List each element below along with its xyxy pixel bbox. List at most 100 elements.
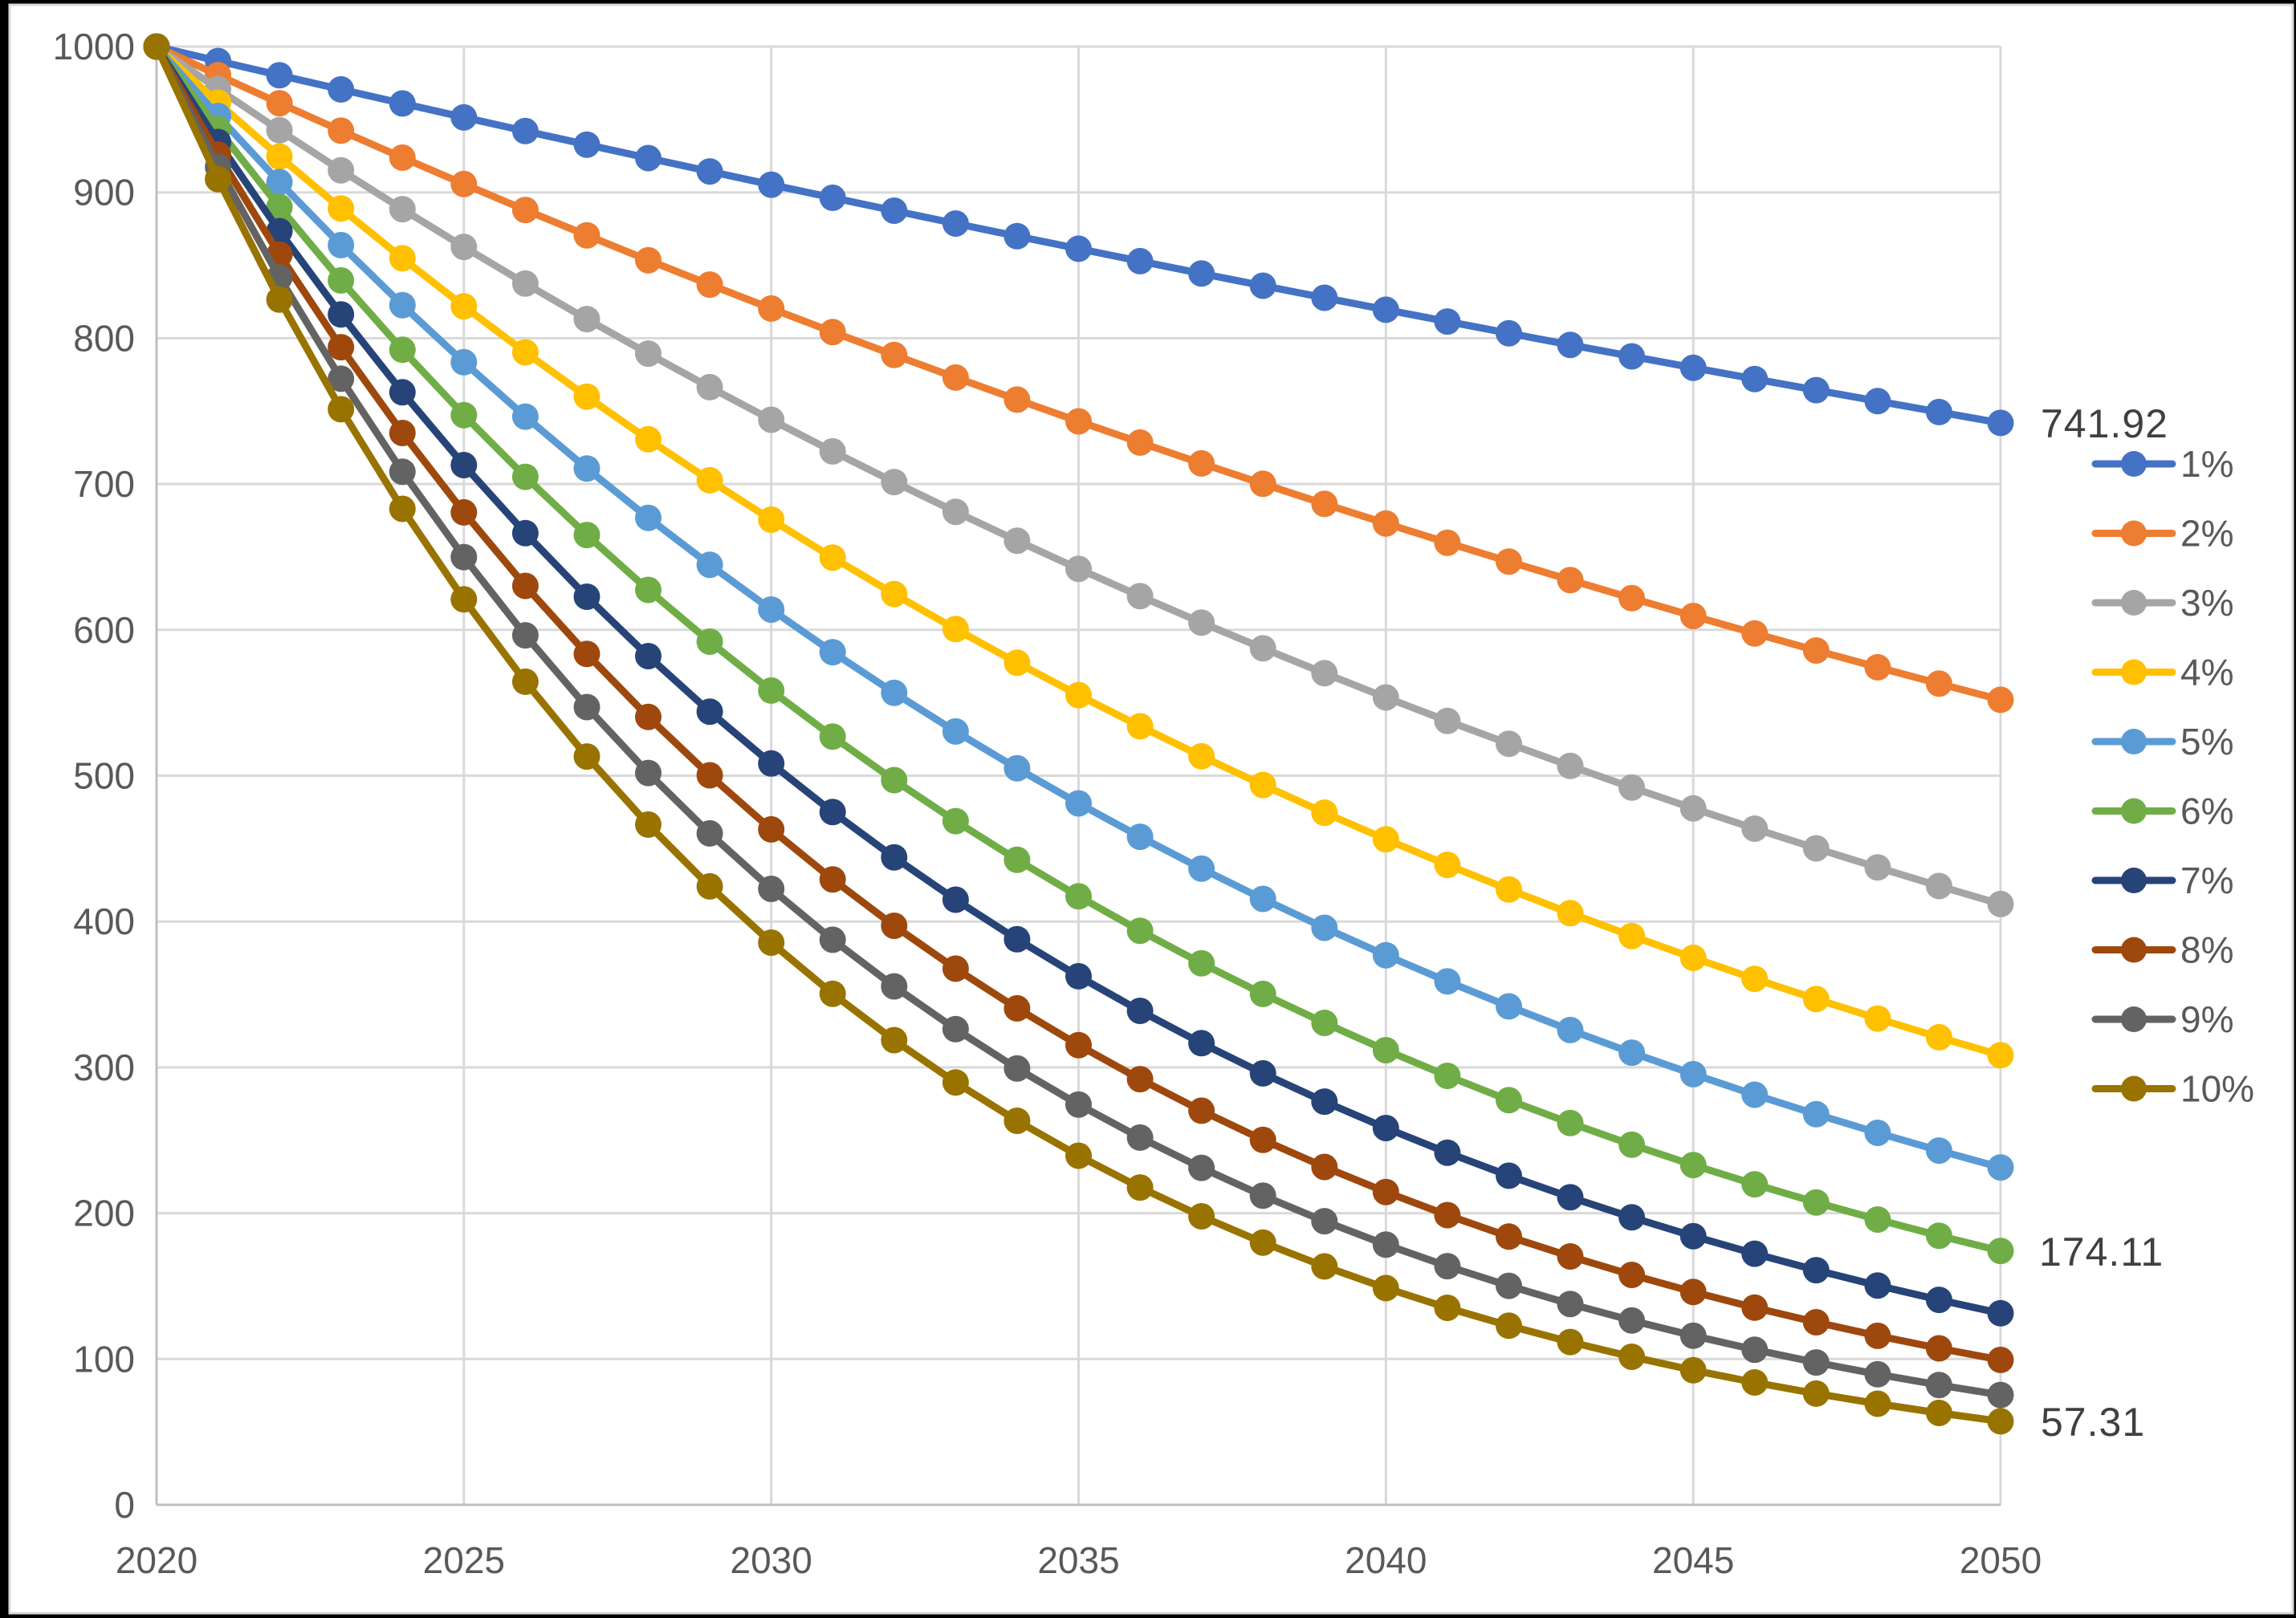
marker-8%: [1249, 1126, 1276, 1153]
marker-8%: [819, 866, 846, 893]
marker-1%: [696, 158, 723, 185]
marker-4%: [1372, 826, 1399, 853]
marker-4%: [266, 143, 293, 170]
marker-3%: [1496, 730, 1522, 758]
marker-8%: [1864, 1322, 1891, 1349]
marker-3%: [1557, 752, 1584, 779]
legend-marker: [2121, 937, 2147, 963]
marker-2%: [1741, 620, 1769, 647]
marker-1%: [1925, 398, 1952, 425]
marker-8%: [1434, 1201, 1461, 1229]
marker-6%: [389, 336, 416, 364]
marker-1%: [450, 104, 478, 131]
marker-6%: [942, 807, 969, 835]
marker-9%: [511, 622, 539, 649]
legend-item-3%: 3%: [2091, 582, 2233, 624]
marker-6%: [1065, 883, 1092, 910]
marker-8%: [1679, 1279, 1707, 1306]
marker-10%: [942, 1069, 969, 1096]
marker-6%: [328, 266, 355, 294]
marker-1%: [1065, 235, 1092, 262]
marker-3%: [1741, 815, 1769, 842]
legend-marker: [2121, 451, 2147, 477]
marker-10%: [511, 668, 539, 695]
marker-2%: [1987, 686, 2014, 713]
x-tick-label: 2020: [116, 1539, 197, 1581]
marker-2%: [1802, 637, 1830, 664]
marker-10%: [205, 165, 232, 193]
legend-item-1%: 1%: [2091, 443, 2233, 485]
legend-label: 7%: [2180, 860, 2233, 901]
marker-7%: [1679, 1222, 1707, 1250]
marker-8%: [942, 955, 969, 982]
marker-10%: [1311, 1253, 1338, 1280]
marker-7%: [881, 844, 908, 871]
marker-1%: [328, 75, 355, 103]
legend-label: 10%: [2180, 1068, 2254, 1110]
marker-1%: [511, 117, 539, 144]
marker-9%: [328, 365, 355, 392]
marker-4%: [1557, 900, 1584, 927]
marker-4%: [511, 339, 539, 366]
marker-5%: [389, 291, 416, 319]
marker-3%: [819, 437, 846, 465]
marker-5%: [1126, 823, 1154, 851]
marker-2%: [1679, 603, 1707, 629]
marker-8%: [1618, 1262, 1646, 1288]
marker-9%: [1188, 1154, 1215, 1181]
marker-4%: [573, 383, 600, 410]
marker-10%: [328, 396, 355, 423]
marker-10%: [1741, 1369, 1769, 1396]
marker-5%: [1003, 754, 1031, 782]
marker-1%: [1188, 260, 1215, 287]
marker-6%: [1311, 1010, 1338, 1036]
marker-3%: [573, 306, 600, 333]
marker-4%: [389, 245, 416, 272]
marker-8%: [1372, 1178, 1399, 1205]
y-tick-label: 400: [73, 900, 135, 942]
x-tick-label: 2030: [730, 1539, 812, 1581]
end-label-10pct: 57.31: [2041, 1400, 2146, 1445]
marker-7%: [1557, 1184, 1584, 1211]
marker-4%: [1003, 649, 1031, 677]
marker-9%: [635, 759, 662, 787]
marker-7%: [1372, 1115, 1399, 1141]
marker-8%: [1741, 1294, 1769, 1321]
marker-4%: [1679, 944, 1707, 971]
marker-10%: [1434, 1295, 1461, 1321]
marker-7%: [1618, 1204, 1646, 1231]
marker-8%: [1557, 1243, 1584, 1270]
marker-4%: [1065, 681, 1092, 709]
marker-6%: [696, 628, 723, 655]
marker-10%: [1065, 1142, 1092, 1169]
end-label-1pct: 741.92: [2041, 401, 2168, 446]
marker-1%: [881, 197, 908, 224]
marker-2%: [1065, 408, 1092, 435]
series-2%: [143, 33, 2014, 713]
marker-2%: [328, 117, 355, 144]
legend-item-8%: 8%: [2091, 929, 2233, 971]
marker-4%: [1249, 771, 1276, 799]
marker-8%: [1925, 1335, 1952, 1362]
marker-2%: [819, 319, 846, 346]
marker-5%: [758, 596, 785, 623]
marker-10%: [881, 1026, 908, 1054]
marker-6%: [266, 193, 293, 221]
marker-3%: [1311, 660, 1338, 687]
marker-2%: [1003, 386, 1031, 413]
marker-10%: [758, 929, 785, 956]
legend: 1% 2% 3% 4% 5% 6% 7% 8% 9% 10%: [2091, 443, 2254, 1110]
marker-3%: [1864, 854, 1891, 881]
y-tick-label: 300: [73, 1047, 135, 1088]
marker-3%: [696, 373, 723, 400]
marker-10%: [1925, 1400, 1952, 1426]
marker-8%: [1987, 1346, 2014, 1373]
marker-8%: [696, 762, 723, 789]
marker-7%: [573, 583, 600, 610]
marker-2%: [1925, 670, 1952, 697]
marker-8%: [758, 815, 785, 843]
series-7%: [143, 33, 2014, 1327]
axes: [155, 47, 2001, 1506]
marker-5%: [942, 718, 969, 745]
